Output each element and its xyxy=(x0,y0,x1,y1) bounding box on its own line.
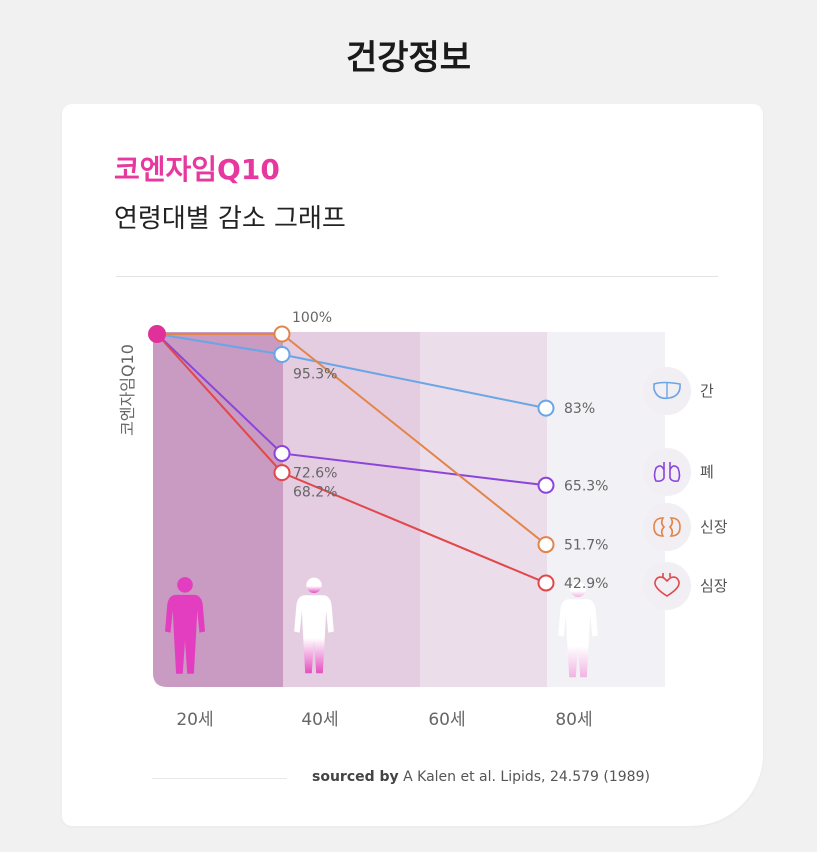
legend-label-1: 간 xyxy=(700,382,714,400)
kidneys-icon xyxy=(643,503,691,551)
x-tick-1: 20세 xyxy=(176,710,213,730)
card-title-coq10: 코엔자임Q10 xyxy=(114,153,280,186)
liver-icon xyxy=(643,367,691,415)
start-value-label: 100% xyxy=(292,310,332,326)
x-tick-2: 40세 xyxy=(301,710,338,730)
data-label-4-1: 68.2% xyxy=(293,485,337,501)
data-point-3-3 xyxy=(537,536,555,554)
data-point-4-3 xyxy=(537,574,555,592)
y-axis-label: 코엔자임Q10 xyxy=(118,344,137,436)
data-point-4-1 xyxy=(273,464,291,482)
source-text: A Kalen et al. Lipids, 24.579 (1989) xyxy=(403,769,650,785)
data-label-2-3: 65.3% xyxy=(564,478,608,494)
heart-icon xyxy=(643,562,691,610)
x-tick-3: 60세 xyxy=(428,710,465,730)
page-title: 건강정보 xyxy=(345,38,472,78)
data-label-2-1: 72.6% xyxy=(293,465,337,481)
source-citation: sourced by A Kalen et al. Lipids, 24.579… xyxy=(312,769,650,785)
data-point-3-1 xyxy=(273,325,291,343)
age-band-3 xyxy=(420,332,547,687)
data-label-1-3: 83% xyxy=(564,401,595,417)
data-label-3-3: 51.7% xyxy=(564,538,608,554)
title-divider xyxy=(116,276,718,277)
start-point xyxy=(148,325,166,343)
legend-label-4: 심장 xyxy=(700,577,728,595)
data-point-1-1 xyxy=(273,345,291,363)
legend-label-2: 폐 xyxy=(700,463,714,481)
age-band-1 xyxy=(153,332,283,687)
x-tick-4: 80세 xyxy=(555,710,592,730)
legend-label-3: 신장 xyxy=(700,518,728,536)
data-label-4-3: 42.9% xyxy=(564,576,608,592)
data-point-1-3 xyxy=(537,399,555,417)
footer-divider xyxy=(152,778,287,779)
data-point-2-3 xyxy=(537,476,555,494)
data-label-1-1: 95.3% xyxy=(293,366,337,382)
card-subtitle: 연령대별 감소 그래프 xyxy=(114,204,346,234)
source-prefix: sourced by xyxy=(312,769,399,785)
data-point-2-1 xyxy=(273,444,291,462)
lungs-icon xyxy=(643,448,691,496)
